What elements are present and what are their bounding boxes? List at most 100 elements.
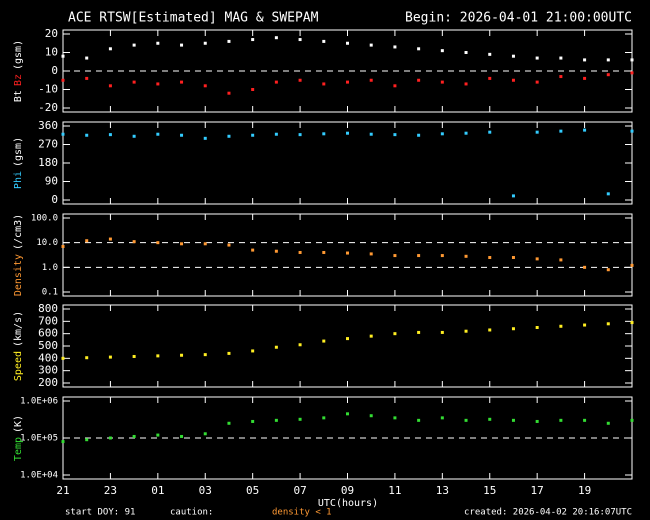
data-point (180, 133, 184, 137)
data-point (322, 416, 326, 420)
data-point (583, 58, 587, 62)
chart-title: ACE RTSW[Estimated] MAG & SWEPAM (68, 11, 319, 26)
data-point (393, 254, 397, 258)
y-tick-label: 1.0E+04 (20, 471, 58, 481)
data-point (180, 353, 184, 357)
data-point (440, 254, 444, 258)
y-axis-unit: (/cm3) (13, 214, 24, 250)
x-tick-label: 23 (104, 484, 117, 497)
data-point (298, 343, 302, 347)
data-point (227, 351, 231, 355)
data-point (298, 417, 302, 421)
data-point (583, 265, 587, 269)
data-point (85, 76, 89, 80)
data-point (440, 80, 444, 84)
data-point (203, 353, 207, 357)
footer-start: start DOY: 91 (65, 508, 135, 518)
data-point (132, 240, 136, 244)
data-point (322, 250, 326, 254)
data-point (488, 76, 492, 80)
data-point (606, 192, 610, 196)
data-point (630, 418, 634, 422)
data-point (61, 132, 65, 136)
data-point (227, 91, 231, 95)
data-point (440, 49, 444, 53)
data-point (346, 337, 349, 341)
data-point (156, 82, 160, 86)
data-point (132, 43, 136, 47)
y-tick-label: 100.0 (31, 214, 58, 224)
x-tick-label: 11 (388, 484, 401, 497)
y-tick-label: 0 (51, 193, 58, 206)
data-point (346, 251, 349, 255)
data-point (583, 76, 587, 80)
data-point (108, 436, 112, 440)
data-point (251, 248, 255, 252)
y-axis-label: Bt Bz (gsm) (13, 40, 24, 102)
data-point (630, 71, 634, 75)
data-point (511, 418, 515, 422)
data-point (393, 84, 397, 88)
data-point (85, 438, 89, 442)
data-point (606, 421, 610, 425)
data-point (583, 418, 587, 422)
data-point (393, 45, 397, 49)
x-tick-label: 09 (341, 484, 354, 497)
data-point (322, 39, 326, 43)
data-point (274, 80, 278, 84)
data-point (203, 242, 207, 246)
legend-entry: Phi (13, 171, 24, 189)
data-point (227, 39, 231, 43)
data-point (559, 324, 563, 328)
data-point (417, 78, 421, 82)
data-point (156, 433, 160, 437)
y-tick-label: 20 (45, 27, 58, 40)
data-point (535, 326, 539, 329)
data-point (298, 78, 302, 82)
data-point (630, 58, 634, 62)
data-point (369, 43, 373, 47)
y-tick-label: -10 (38, 83, 58, 96)
footer-caution: caution: (170, 508, 213, 518)
legend-entry: Bz (13, 74, 24, 86)
x-tick-label: 19 (578, 484, 591, 497)
data-point (440, 416, 444, 420)
x-axis-label: UTC(hours) (318, 498, 378, 509)
data-point (606, 322, 610, 326)
legend-entry: Density (13, 254, 24, 296)
data-point (535, 257, 539, 261)
data-point (251, 419, 255, 423)
y-axis-unit: (km/s) (13, 311, 24, 347)
y-tick-label: 10.0 (36, 238, 58, 248)
data-point (156, 132, 160, 136)
data-point (488, 328, 492, 332)
data-point (203, 84, 207, 88)
y-tick-label: 0.1 (42, 288, 58, 298)
data-point (346, 412, 349, 416)
data-point (464, 51, 468, 54)
data-point (132, 434, 136, 438)
data-point (203, 41, 207, 45)
data-point (464, 418, 468, 422)
data-point (156, 41, 160, 45)
y-tick-label: 700 (38, 314, 58, 327)
data-point (322, 339, 326, 343)
x-tick-label: 21 (56, 484, 69, 497)
data-point (369, 414, 373, 418)
x-tick-label: 07 (293, 484, 306, 497)
y-axis-label: Phi (gsm) (13, 137, 24, 189)
data-point (417, 418, 421, 422)
data-point (132, 134, 136, 138)
data-point (559, 75, 563, 79)
data-point (440, 330, 444, 334)
data-point (274, 345, 278, 349)
data-point (346, 80, 349, 84)
data-point (61, 356, 65, 360)
data-point (559, 129, 563, 133)
data-point (630, 263, 634, 267)
y-tick-label: 300 (38, 364, 58, 377)
data-point (298, 133, 302, 137)
data-point (559, 56, 563, 60)
data-point (180, 80, 184, 84)
